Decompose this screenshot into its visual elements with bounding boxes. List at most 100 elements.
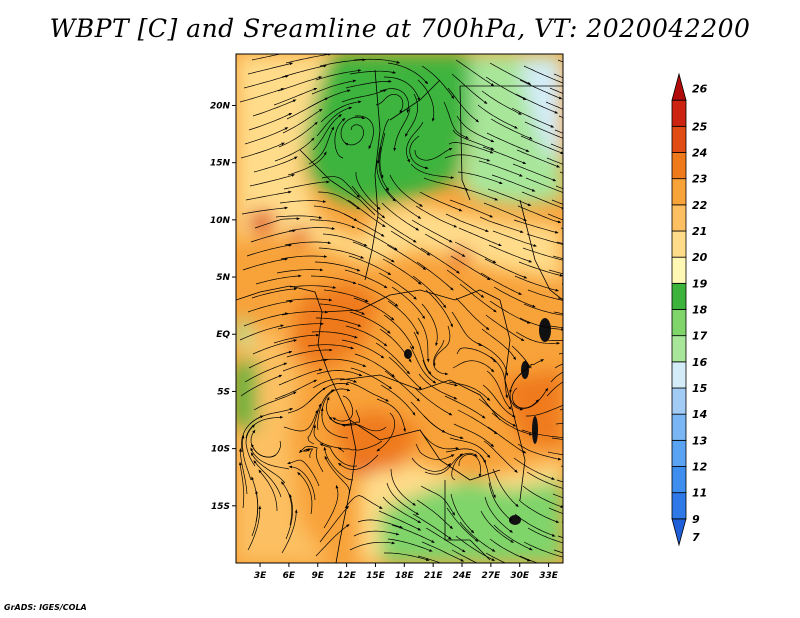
- streamline: [382, 496, 422, 524]
- lake-3: [532, 416, 538, 444]
- wbpt-zone-green-n: [305, 54, 470, 205]
- colorbar-swatch: [671, 309, 687, 337]
- streamline: [242, 257, 289, 271]
- wbpt-zone-orange-dark-c: [290, 280, 380, 370]
- streamline: [344, 124, 364, 146]
- streamline: [239, 448, 248, 495]
- streamline: [492, 230, 537, 247]
- streamline: [347, 199, 386, 228]
- streamline: [557, 297, 563, 300]
- streamline: [349, 541, 396, 551]
- streamline: [483, 202, 528, 221]
- streamline: [286, 348, 333, 358]
- streamline: [553, 73, 563, 79]
- streamline: [345, 325, 388, 347]
- colorbar-label: 21: [692, 225, 707, 238]
- lake-1: [539, 318, 551, 342]
- streamline: [337, 440, 383, 451]
- streamline: [548, 269, 563, 275]
- streamline: [250, 429, 277, 458]
- lat-label: 15N: [210, 159, 231, 169]
- wbpt-hotspot-4: [356, 460, 374, 476]
- streamline: [453, 185, 499, 201]
- streamline: [385, 188, 422, 219]
- streamline: [414, 147, 453, 161]
- streamline: [258, 469, 278, 512]
- lat-label: 20N: [210, 101, 231, 111]
- wbpt-zone-green-sw-coast: [236, 320, 250, 345]
- streamline: [313, 424, 345, 453]
- streamline: [240, 374, 283, 397]
- colorbar-label: 7: [692, 531, 700, 544]
- colorbar-label: 19: [692, 277, 708, 290]
- streamline: [254, 217, 301, 229]
- streamline: [280, 481, 293, 526]
- border-2: [459, 85, 471, 201]
- streamline: [547, 451, 563, 456]
- streamline: [323, 484, 339, 529]
- streamline: [288, 465, 316, 501]
- streamline: [379, 88, 410, 114]
- lon-label: 30E: [510, 571, 530, 581]
- streamline: [491, 412, 533, 436]
- lon-label: 33E: [539, 571, 559, 581]
- streamline: [376, 412, 396, 452]
- streamline: [518, 499, 560, 523]
- streamline: [457, 409, 498, 435]
- streamline: [239, 88, 285, 103]
- streamline: [458, 227, 502, 247]
- streamline: [485, 76, 527, 101]
- streamline: [311, 331, 358, 339]
- streamline: [278, 121, 318, 148]
- streamline: [489, 300, 531, 324]
- streamline: [422, 359, 459, 387]
- lat-label: EQ: [216, 330, 230, 340]
- streamline: [248, 350, 293, 369]
- streamline: [526, 404, 563, 417]
- streamline: [444, 395, 486, 419]
- lon-label: 6E: [283, 571, 296, 581]
- colorbar-swatch: [671, 413, 687, 441]
- streamline: [252, 339, 298, 355]
- streamline: [455, 535, 496, 562]
- streamline: [387, 62, 429, 85]
- streamline: [480, 510, 514, 543]
- streamline: [548, 507, 563, 514]
- streamline: [337, 454, 379, 470]
- streamline: [516, 149, 561, 168]
- streamline: [524, 121, 563, 139]
- streamline: [446, 269, 485, 298]
- streamline: [455, 59, 495, 87]
- streamline: [411, 219, 453, 243]
- streamline: [324, 455, 350, 495]
- streamline: [549, 325, 563, 328]
- streamline: [519, 79, 563, 100]
- streamline: [314, 261, 361, 272]
- streamline: [488, 482, 513, 522]
- border-8: [444, 480, 491, 561]
- streamline: [297, 472, 313, 515]
- streamline: [319, 505, 349, 543]
- streamline: [514, 513, 556, 537]
- streamline: [388, 356, 423, 390]
- streamline: [384, 370, 421, 402]
- colorbar-swatch: [671, 256, 687, 284]
- streamline: [356, 227, 398, 251]
- streamline: [253, 391, 297, 411]
- streamline: [386, 244, 427, 270]
- streamline: [387, 538, 433, 552]
- streamline: [351, 185, 386, 219]
- lat-label: 5S: [217, 387, 230, 397]
- streamline: [383, 76, 420, 102]
- lat-label: 10N: [210, 216, 231, 226]
- streamline: [332, 395, 353, 422]
- streamline: [277, 76, 323, 92]
- streamline: [390, 230, 431, 256]
- streamline: [406, 121, 424, 163]
- longitude-axis: 3E 6E 9E 12E 15E 18E 21E 24E 27E 30E 33E: [254, 563, 559, 581]
- map-frame: [235, 53, 564, 564]
- border-9: [299, 149, 376, 216]
- streamline: [241, 206, 289, 215]
- streamline: [526, 471, 563, 489]
- streamline: [486, 370, 512, 410]
